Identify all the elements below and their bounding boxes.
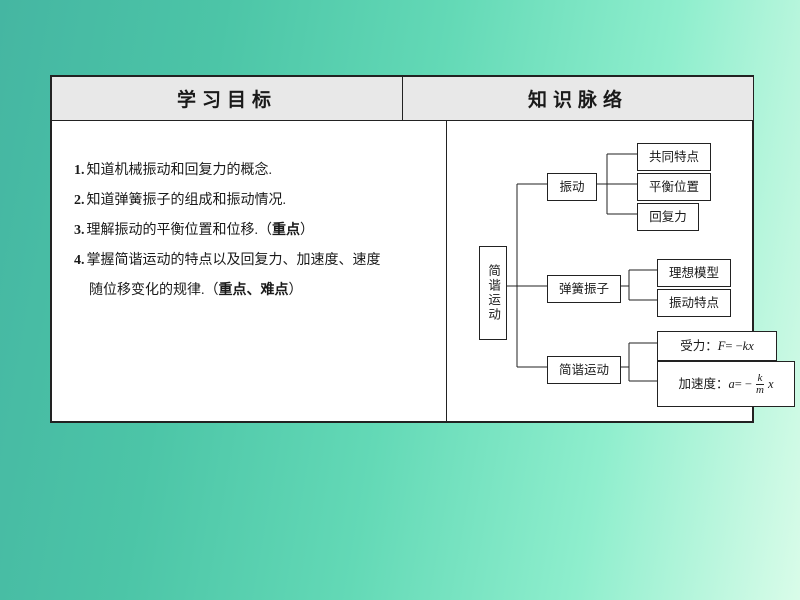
accel-k: k [756, 373, 765, 385]
force-eq: = − [725, 338, 742, 354]
header-left: 学习目标 [52, 77, 403, 121]
obj4b-emph: 重点、难点 [219, 283, 289, 298]
node-ideal-model: 理想模型 [657, 259, 731, 287]
obj4b-tail: ） [289, 283, 303, 298]
accel-eq: = − [735, 376, 752, 392]
obj1-num: 1. [74, 163, 85, 178]
node-accel-eq: 加速度：a = − kmx [657, 361, 795, 407]
accel-label: 加速度： [678, 376, 728, 392]
objective-1: 1.知道机械振动和回复力的概念. [74, 157, 424, 185]
force-F: F [718, 338, 726, 354]
obj3-emph: 重点 [272, 223, 300, 238]
node-shm: 简谐运动 [547, 356, 621, 384]
obj4b-text: 随位移变化的规律.（ [89, 283, 219, 298]
node-force-eq: 受力：F = − kx [657, 331, 777, 361]
objective-4: 4.掌握简谐运动的特点以及回复力、加速度、速度 [74, 247, 424, 275]
objective-2: 2.知道弹簧振子的组成和振动情况. [74, 187, 424, 215]
accel-x: x [768, 376, 774, 392]
diagram-cell: 简谐运动 振动 共同特点 平衡位置 回复力 弹簧振子 理想模型 振动特点 简谐运… [447, 121, 797, 421]
node-spring-oscillator: 弹簧振子 [547, 275, 621, 303]
accel-frac: km [754, 373, 766, 396]
header-right: 知识脉络 [403, 77, 753, 121]
force-label: 受力： [680, 338, 718, 354]
obj1-text: 知道机械振动和回复力的概念. [87, 163, 273, 178]
objective-4b: 随位移变化的规律.（重点、难点） [74, 277, 424, 305]
header-row: 学习目标 知识脉络 [52, 77, 752, 121]
obj4-num: 4. [74, 253, 85, 268]
obj3-num: 3. [74, 223, 85, 238]
obj3-text: 理解振动的平衡位置和位移.（ [87, 223, 273, 238]
node-equilibrium: 平衡位置 [637, 173, 711, 201]
obj4-text: 掌握简谐运动的特点以及回复力、加速度、速度 [87, 253, 381, 268]
obj3-tail: ） [300, 223, 314, 238]
node-root: 简谐运动 [479, 246, 507, 340]
node-common-features: 共同特点 [637, 143, 711, 171]
accel-m: m [754, 385, 766, 396]
objectives-cell: 1.知道机械振动和回复力的概念. 2.知道弹簧振子的组成和振动情况. 3.理解振… [52, 121, 447, 421]
force-kx: kx [743, 338, 754, 354]
tree-diagram: 简谐运动 振动 共同特点 平衡位置 回复力 弹簧振子 理想模型 振动特点 简谐运… [447, 121, 797, 421]
node-vibration: 振动 [547, 173, 597, 201]
obj2-text: 知道弹簧振子的组成和振动情况. [87, 193, 287, 208]
obj2-num: 2. [74, 193, 85, 208]
node-restoring-force: 回复力 [637, 203, 699, 231]
node-vibration-features: 振动特点 [657, 289, 731, 317]
main-panel: 学习目标 知识脉络 1.知道机械振动和回复力的概念. 2.知道弹簧振子的组成和振… [50, 75, 754, 423]
objective-3: 3.理解振动的平衡位置和位移.（重点） [74, 217, 424, 245]
body-row: 1.知道机械振动和回复力的概念. 2.知道弹簧振子的组成和振动情况. 3.理解振… [52, 121, 752, 421]
